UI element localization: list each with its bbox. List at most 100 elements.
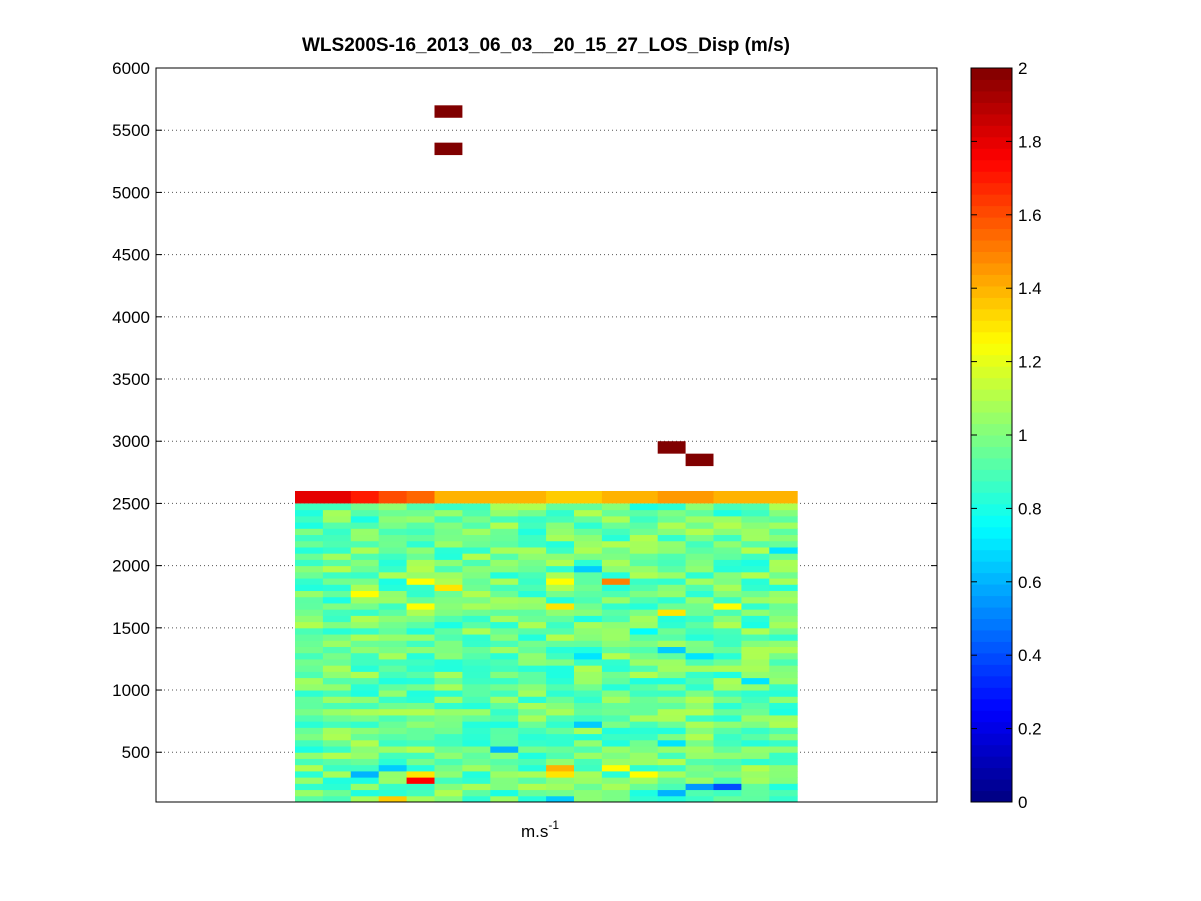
heatmap-cell [769,683,798,691]
heatmap-cell [574,534,603,542]
heatmap-cell [518,702,547,710]
heatmap-cell [769,652,798,660]
heatmap-cell [295,627,324,635]
heatmap-cell [546,515,575,523]
heatmap-cell [741,640,770,647]
colorbar-segment [971,182,1012,195]
heatmap-cell [518,789,547,797]
heatmap-cell [322,590,352,598]
heatmap-cell [546,571,575,579]
heatmap-cell [601,789,631,797]
heatmap-cell [350,590,380,598]
heatmap-cell [657,696,687,703]
heatmap-cell [769,571,798,579]
heatmap-cell [741,714,770,722]
heatmap-cell [546,553,575,560]
heatmap-cell [685,553,714,560]
heatmap-cell [322,739,352,747]
heatmap-cell [378,609,408,616]
heatmap-cell [601,690,631,697]
heatmap-cell [462,683,491,691]
heatmap-cell [462,546,491,554]
heatmap-cell [322,708,352,716]
colorbar-segment [971,618,1012,631]
heatmap-cell [713,627,742,635]
heatmap-cell [462,578,491,585]
heatmap-cell [434,559,463,567]
heatmap-cell [322,770,352,778]
heatmap-cell [546,795,575,803]
heatmap-cell [769,590,798,598]
heatmap-cell [574,777,603,784]
heatmap-cell [601,652,631,660]
heatmap-cell [295,733,324,741]
heatmap-cell [741,789,770,797]
heatmap-cell [601,640,631,647]
heatmap-cell [713,515,742,523]
heatmap-cell [629,509,659,517]
heatmap-cell [295,783,324,791]
heatmap-cell [741,727,770,735]
heatmap-cell [769,758,798,766]
heatmap-cell [769,534,798,542]
colorbar-segment [971,698,1012,711]
heatmap-cell [434,578,463,585]
heatmap-cell [629,727,659,735]
colorbar-segment [971,664,1012,677]
heatmap-cell [685,546,714,554]
x-axis-label-base: m.s [521,822,548,841]
heatmap-cell [378,758,408,766]
heatmap-cell [741,746,770,753]
heatmap-cell [434,553,463,560]
heatmap-cell [546,721,575,728]
colorbar-segment [971,779,1012,792]
heatmap-cell [518,677,547,685]
heatmap-cell [769,646,798,654]
heatmap-cell [546,596,575,604]
heatmap-cell [434,596,463,604]
heatmap-cell [295,677,324,685]
heatmap-cell [406,727,435,735]
heatmap-cell [322,789,352,797]
heatmap-cell [546,770,575,778]
heatmap-cell [490,559,519,567]
heatmap-cell [490,553,519,560]
heatmap-cell [518,522,547,529]
colorbar-segment [971,492,1012,505]
heatmap-cell [350,571,380,579]
heatmap-cell [685,528,714,536]
heatmap-cell [295,721,324,728]
heatmap-cell [350,615,380,623]
heatmap-cell [546,683,575,691]
heatmap-cell [406,770,435,778]
heatmap-cell [378,540,408,548]
heatmap-cell [462,528,491,536]
heatmap-cell [769,783,798,791]
heatmap-cell [350,752,380,759]
heatmap-cell [295,777,324,784]
heatmap-cell [322,509,352,517]
heatmap-cell [518,696,547,703]
heatmap-cell [574,584,603,592]
colorbar-segment [971,572,1012,585]
colorbar-tick-label: 0.2 [1018,720,1042,739]
heatmap-cell [574,522,603,529]
heatmap-cell [378,752,408,759]
heatmap-cell [462,646,491,654]
heatmap-cell [322,571,352,579]
heatmap-cell [378,553,408,560]
heatmap-cell [713,671,742,679]
heatmap-cell [406,534,435,542]
heatmap-cell [406,590,435,598]
heatmap-cell [601,733,631,741]
heatmap-cell [434,696,463,703]
colorbar-segment [971,457,1012,470]
heatmap-cell [322,677,352,685]
heatmap-cell [685,596,714,604]
heatmap-cell [406,696,435,703]
heatmap-cell [518,708,547,716]
heatmap-cell [518,758,547,766]
heatmap-cell [406,671,435,679]
heatmap-cell [378,621,408,629]
heatmap-cell [518,690,547,697]
